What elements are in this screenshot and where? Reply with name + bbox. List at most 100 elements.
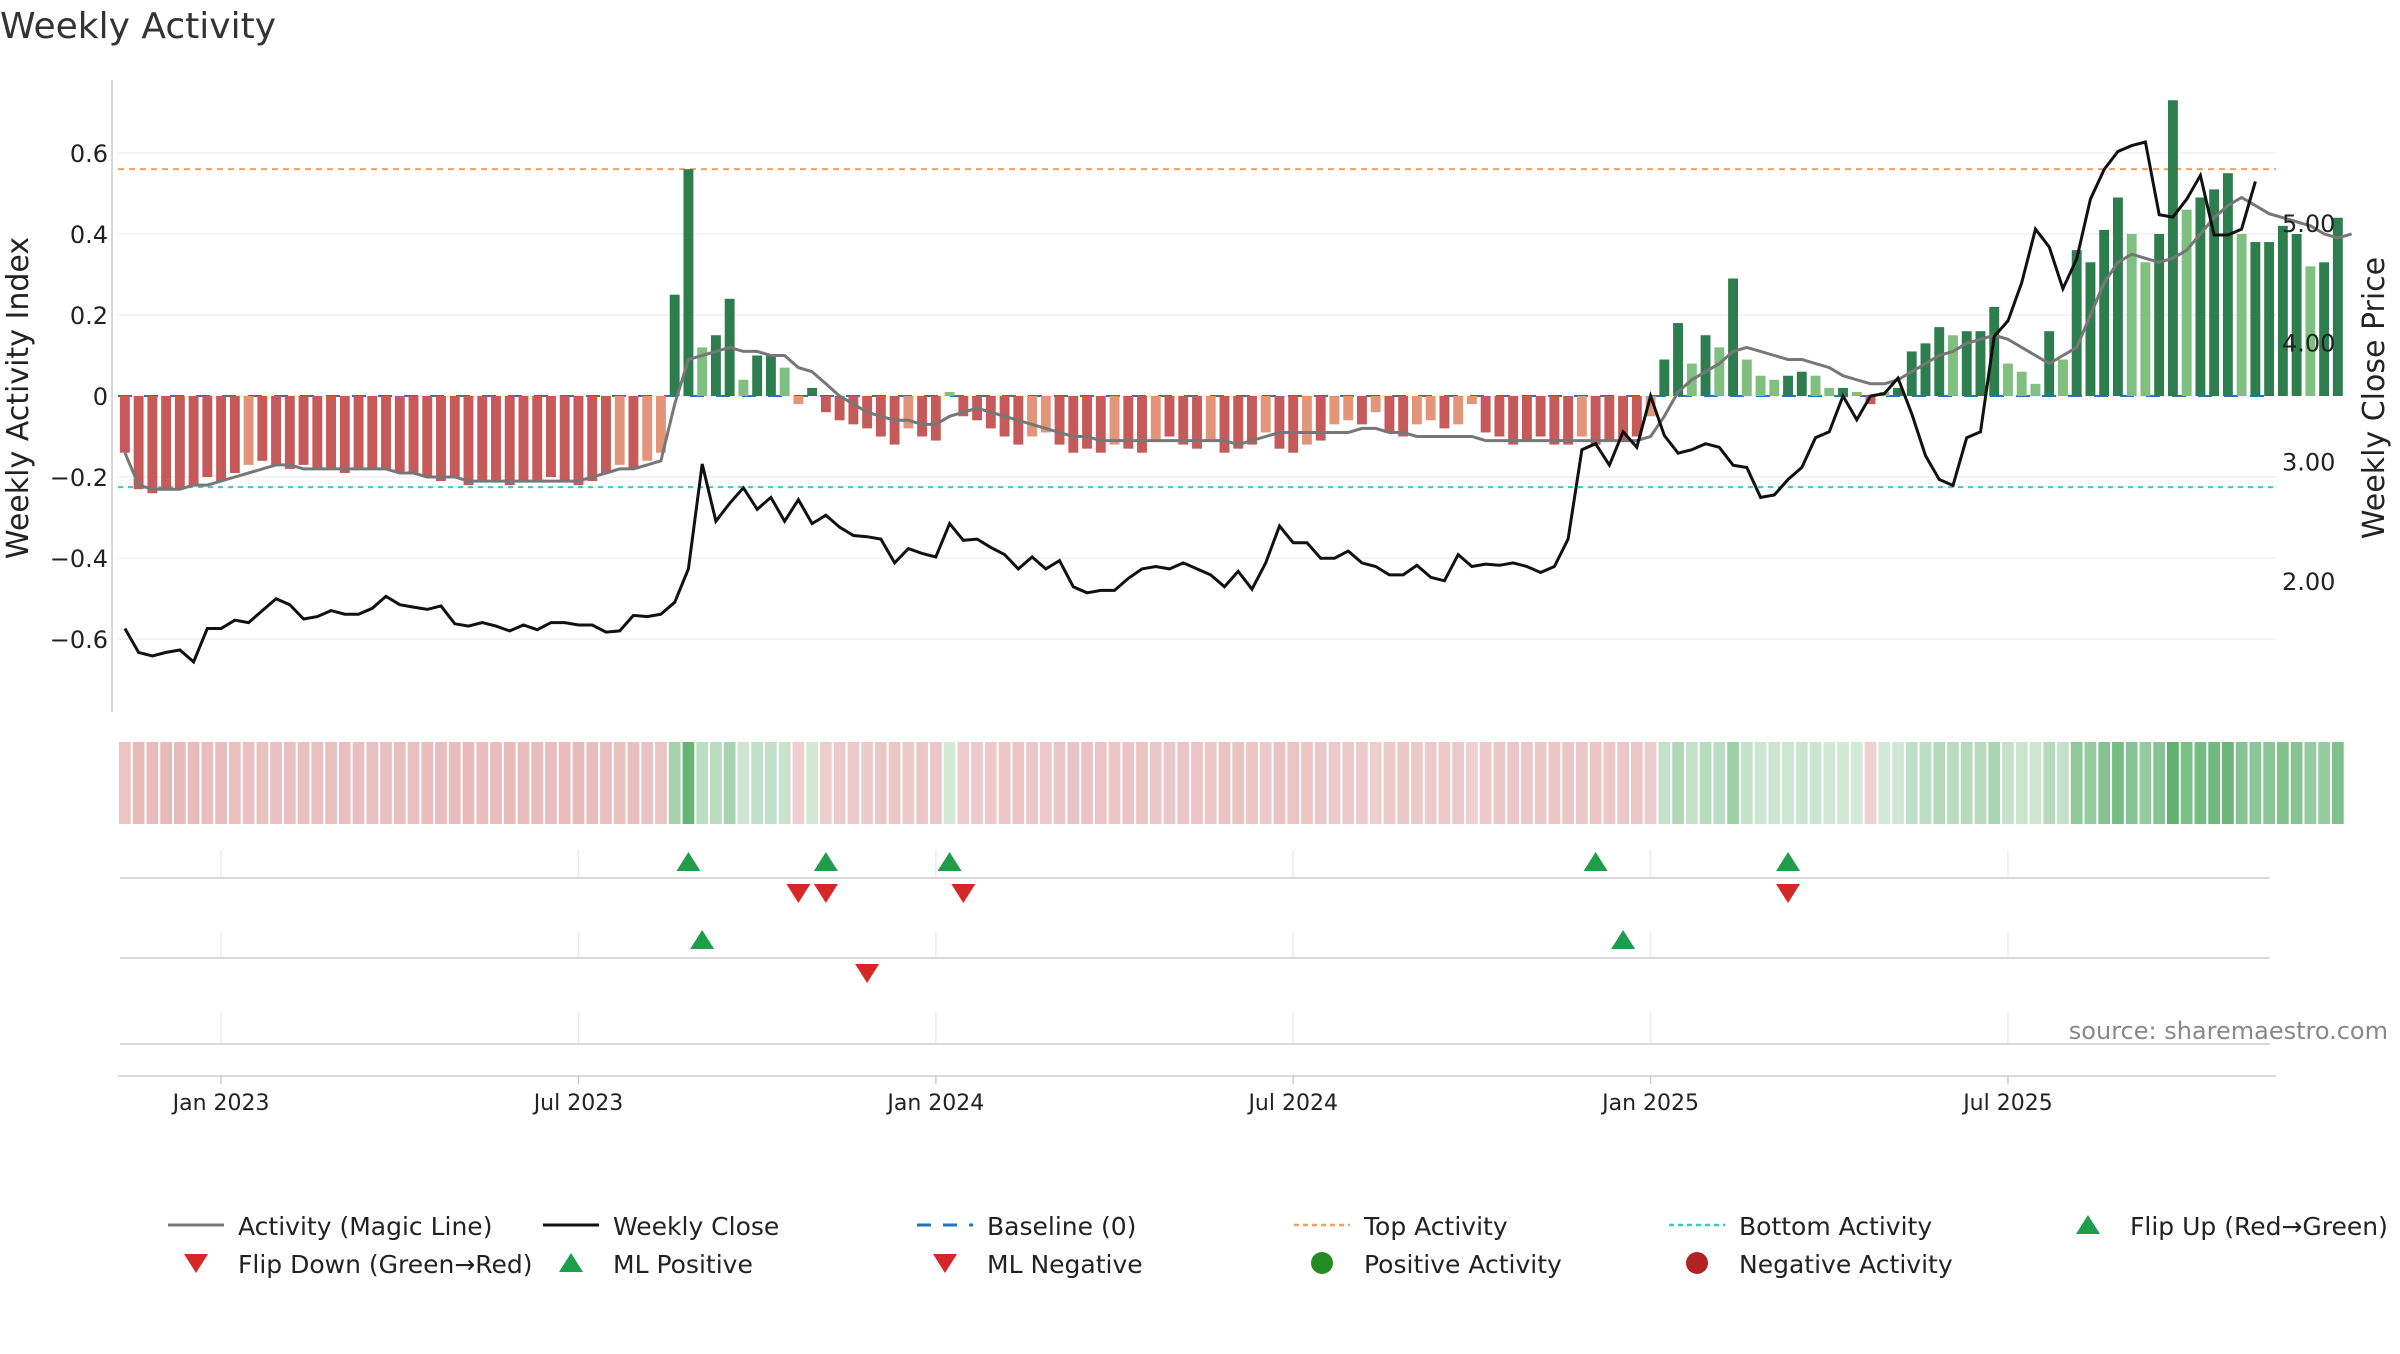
heat-cell [1823,742,1836,824]
activity-bar [779,367,790,396]
heat-cell [1094,742,1107,824]
activity-bar [1150,396,1161,441]
activity-bar [1384,396,1395,433]
heat-cell [1919,742,1932,824]
heat-cell [1905,742,1918,824]
y-tick-label-left: 0.4 [70,221,108,249]
activity-bar [188,396,199,486]
activity-bar [2016,371,2027,396]
activity-bar [1714,347,1725,396]
legend-label: ML Positive [613,1250,753,1279]
heat-cell [751,742,764,824]
heat-cell [1204,742,1217,824]
heat-cell [820,742,832,824]
heat-cell [1603,742,1616,824]
legend-label: Top Activity [1363,1212,1508,1241]
activity-bar [2222,173,2233,396]
activity-bar [683,169,694,396]
x-tick-label: Jan 2023 [171,1091,270,1116]
activity-bar [271,396,282,465]
heat-cell [1301,742,1313,824]
heat-cell [215,742,227,824]
heat-cell [888,742,901,824]
activity-bar [958,396,969,417]
activity-bar [408,396,419,473]
activity-bar [2250,242,2261,396]
heat-cell [173,742,186,824]
activity-bar [738,379,749,396]
heat-cell [1342,742,1355,824]
flip-down-marker [1776,884,1801,903]
activity-bar [1164,396,1175,437]
heat-cell [187,742,200,824]
legend-label: Bottom Activity [1739,1212,1932,1241]
activity-bar [1233,396,1244,449]
heat-cell [1933,742,1946,824]
activity-bar [1315,396,1326,441]
heat-cell [1878,742,1891,824]
activity-bar [518,396,529,482]
heat-cell [1163,742,1176,824]
activity-bar [243,396,254,465]
x-axis-ticks: Jan 2023 Jul 2023 Jan 2024 Jul 2024 Jan 2025… [171,1076,2053,1116]
heat-cell [2167,742,2179,824]
heat-cell [1864,742,1877,824]
heat-cell [1026,742,1038,824]
heat-cell [1534,742,1547,824]
activity-bar [216,396,227,482]
activity-bar [2085,262,2096,396]
activity-bar [669,294,680,396]
activity-bar [2209,189,2220,396]
heat-cell [847,742,860,824]
heat-cell [737,742,750,824]
heat-cell [1713,742,1726,824]
heat-cell [201,742,214,824]
heat-cell [380,742,392,824]
activity-bar [944,391,955,396]
heat-cell [1960,742,1973,824]
heat-cell [2125,742,2138,824]
activity-bar [1480,396,1491,433]
activity-bar [1535,396,1546,437]
activity-bar [133,396,144,490]
activity-bar [1590,396,1601,445]
heat-cell [710,742,722,824]
heat-cell [1383,742,1396,824]
heat-cell [393,742,406,824]
heat-cell [2139,742,2152,824]
activity-bar [1838,387,1848,396]
heat-cell [407,742,420,824]
flip-up-marker [1583,852,1608,871]
heat-cell [311,742,324,824]
activity-bar [1810,375,1821,396]
heat-cell [2098,742,2111,824]
heat-cell [1218,742,1231,824]
heat-cell [448,742,461,824]
heat-cell [613,742,626,824]
heat-cell [1067,742,1080,824]
heat-cell [1053,742,1066,824]
activity-bar [820,396,831,413]
activity-bar [1563,396,1574,445]
magic-line [123,195,2353,491]
heat-cell [1947,742,1959,824]
activity-bar [2332,217,2343,396]
x-tick-label: Jul 2023 [532,1091,624,1116]
heat-cell [1988,742,2001,824]
heat-cell [1314,742,1327,824]
left-axis-ticks: 0.6 0.4 0.2 0 −0.2 −0.4 −0.6 [50,140,108,654]
activity-bar [422,396,433,478]
activity-bar [339,396,350,473]
activity-bar [312,396,323,469]
y-tick-label-right: 4.00 [2282,329,2335,357]
activity-bar [930,396,941,441]
heat-cell [531,742,544,824]
heat-cell [1424,742,1437,824]
heat-cell [1081,742,1093,824]
activity-bar [1494,396,1505,437]
activity-bar [2167,100,2178,396]
heat-cell [2194,742,2207,824]
activity-bar [353,396,364,469]
heat-cell [1630,742,1643,824]
